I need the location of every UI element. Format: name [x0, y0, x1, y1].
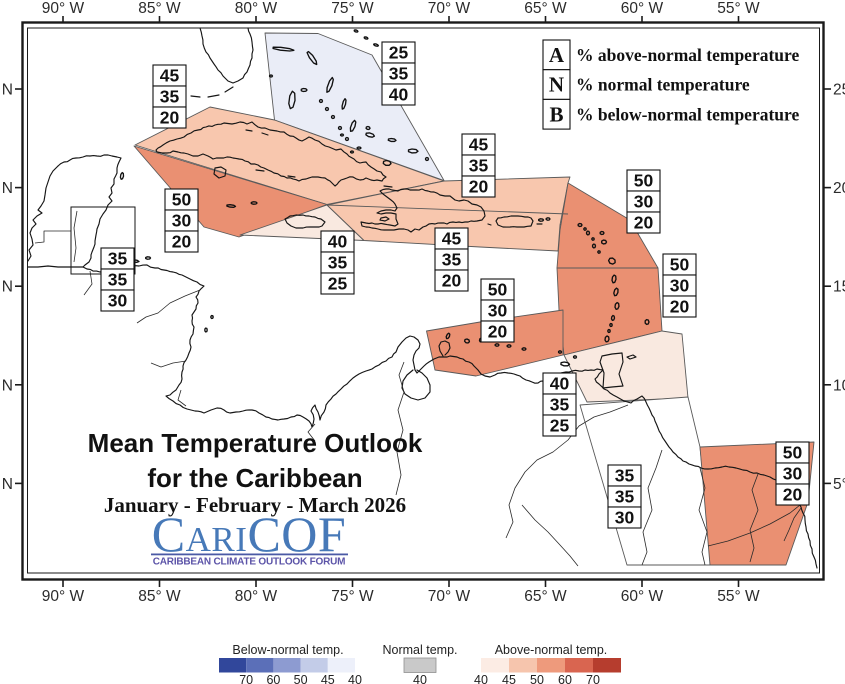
svg-text:% below-normal temperature: % below-normal temperature [576, 104, 799, 124]
svg-text:25: 25 [389, 43, 409, 63]
svg-text:20: 20 [634, 213, 654, 233]
svg-text:70: 70 [586, 673, 600, 684]
svg-text:Above-normal temp.: Above-normal temp. [495, 643, 608, 657]
svg-text:40: 40 [389, 85, 409, 105]
svg-text:60° W: 60° W [621, 0, 664, 17]
svg-text:40: 40 [348, 673, 362, 684]
svg-text:45: 45 [469, 135, 489, 155]
svg-text:75° W: 75° W [331, 588, 374, 605]
svg-text:30: 30 [783, 464, 803, 484]
svg-text:50: 50 [783, 443, 803, 463]
svg-text:35: 35 [442, 250, 462, 270]
svg-text:% normal temperature: % normal temperature [576, 75, 750, 95]
svg-text:30: 30 [488, 301, 508, 321]
svg-text:35: 35 [615, 466, 635, 486]
svg-text:N: N [2, 279, 13, 296]
svg-text:20: 20 [670, 297, 690, 317]
svg-text:CARIBBEAN CLIMATE OUTLOOK FORU: CARIBBEAN CLIMATE OUTLOOK FORUM [153, 557, 346, 568]
svg-text:5° N: 5° N [833, 476, 845, 493]
svg-text:90° W: 90° W [42, 588, 85, 605]
svg-text:30: 30 [108, 291, 128, 311]
svg-text:Normal temp.: Normal temp. [382, 643, 457, 657]
svg-text:35: 35 [108, 270, 128, 290]
svg-text:35: 35 [108, 249, 128, 269]
svg-text:10° N: 10° N [833, 377, 845, 394]
svg-text:30: 30 [172, 211, 192, 231]
svg-text:% above-normal temperature: % above-normal temperature [576, 45, 799, 65]
svg-text:40: 40 [474, 673, 488, 684]
svg-text:45: 45 [502, 673, 516, 684]
svg-text:N: N [2, 180, 13, 197]
svg-text:80° W: 80° W [235, 588, 278, 605]
svg-text:50: 50 [294, 673, 308, 684]
svg-text:20° N: 20° N [833, 180, 845, 197]
svg-text:50: 50 [634, 171, 654, 191]
svg-text:65° W: 65° W [524, 0, 567, 17]
svg-text:30: 30 [615, 508, 635, 528]
svg-text:20: 20 [172, 232, 192, 252]
svg-text:50: 50 [670, 255, 690, 275]
svg-text:60: 60 [558, 673, 572, 684]
svg-text:35: 35 [615, 487, 635, 507]
svg-text:20: 20 [783, 485, 803, 505]
svg-text:35: 35 [160, 87, 180, 107]
svg-text:85° W: 85° W [138, 0, 181, 17]
svg-text:20: 20 [488, 322, 508, 342]
svg-text:CARICOF: CARICOF [152, 506, 346, 562]
svg-text:N: N [2, 476, 13, 493]
svg-text:50: 50 [488, 280, 508, 300]
svg-text:35: 35 [389, 64, 409, 84]
svg-text:70: 70 [239, 673, 253, 684]
svg-text:40: 40 [328, 232, 348, 252]
svg-text:90° W: 90° W [42, 0, 85, 17]
svg-text:N: N [2, 377, 13, 394]
svg-text:25: 25 [328, 274, 348, 294]
svg-text:30: 30 [670, 276, 690, 296]
svg-text:50: 50 [530, 673, 544, 684]
svg-text:25° N: 25° N [833, 82, 845, 99]
svg-text:20: 20 [442, 271, 462, 291]
svg-text:N: N [2, 82, 13, 99]
svg-text:40: 40 [550, 374, 570, 394]
svg-text:January - February - March 202: January - February - March 2026 [104, 493, 406, 517]
svg-text:35: 35 [469, 156, 489, 176]
svg-text:Below-normal temp.: Below-normal temp. [232, 643, 343, 657]
svg-text:25: 25 [550, 416, 570, 436]
svg-text:for the Caribbean: for the Caribbean [147, 463, 362, 493]
svg-text:45: 45 [321, 673, 335, 684]
svg-text:50: 50 [172, 190, 192, 210]
svg-text:70° W: 70° W [428, 0, 471, 17]
svg-text:45: 45 [442, 229, 462, 249]
svg-text:45: 45 [160, 66, 180, 86]
svg-text:80° W: 80° W [235, 0, 278, 17]
svg-text:20: 20 [469, 177, 489, 197]
svg-text:60° W: 60° W [621, 588, 664, 605]
svg-text:55° W: 55° W [717, 0, 760, 17]
svg-text:15° N: 15° N [833, 279, 845, 296]
svg-text:40: 40 [413, 673, 427, 684]
svg-text:85° W: 85° W [138, 588, 181, 605]
svg-text:B: B [549, 102, 563, 126]
svg-text:Mean Temperature Outlook: Mean Temperature Outlook [88, 428, 423, 458]
svg-text:70° W: 70° W [428, 588, 471, 605]
svg-text:A: A [549, 43, 565, 67]
svg-text:35: 35 [550, 395, 570, 415]
svg-text:55° W: 55° W [717, 588, 760, 605]
svg-text:N: N [549, 73, 564, 97]
svg-text:65° W: 65° W [524, 588, 567, 605]
svg-text:30: 30 [634, 192, 654, 212]
svg-text:20: 20 [160, 108, 180, 128]
svg-text:75° W: 75° W [331, 0, 374, 17]
svg-text:35: 35 [328, 253, 348, 273]
svg-text:60: 60 [266, 673, 280, 684]
